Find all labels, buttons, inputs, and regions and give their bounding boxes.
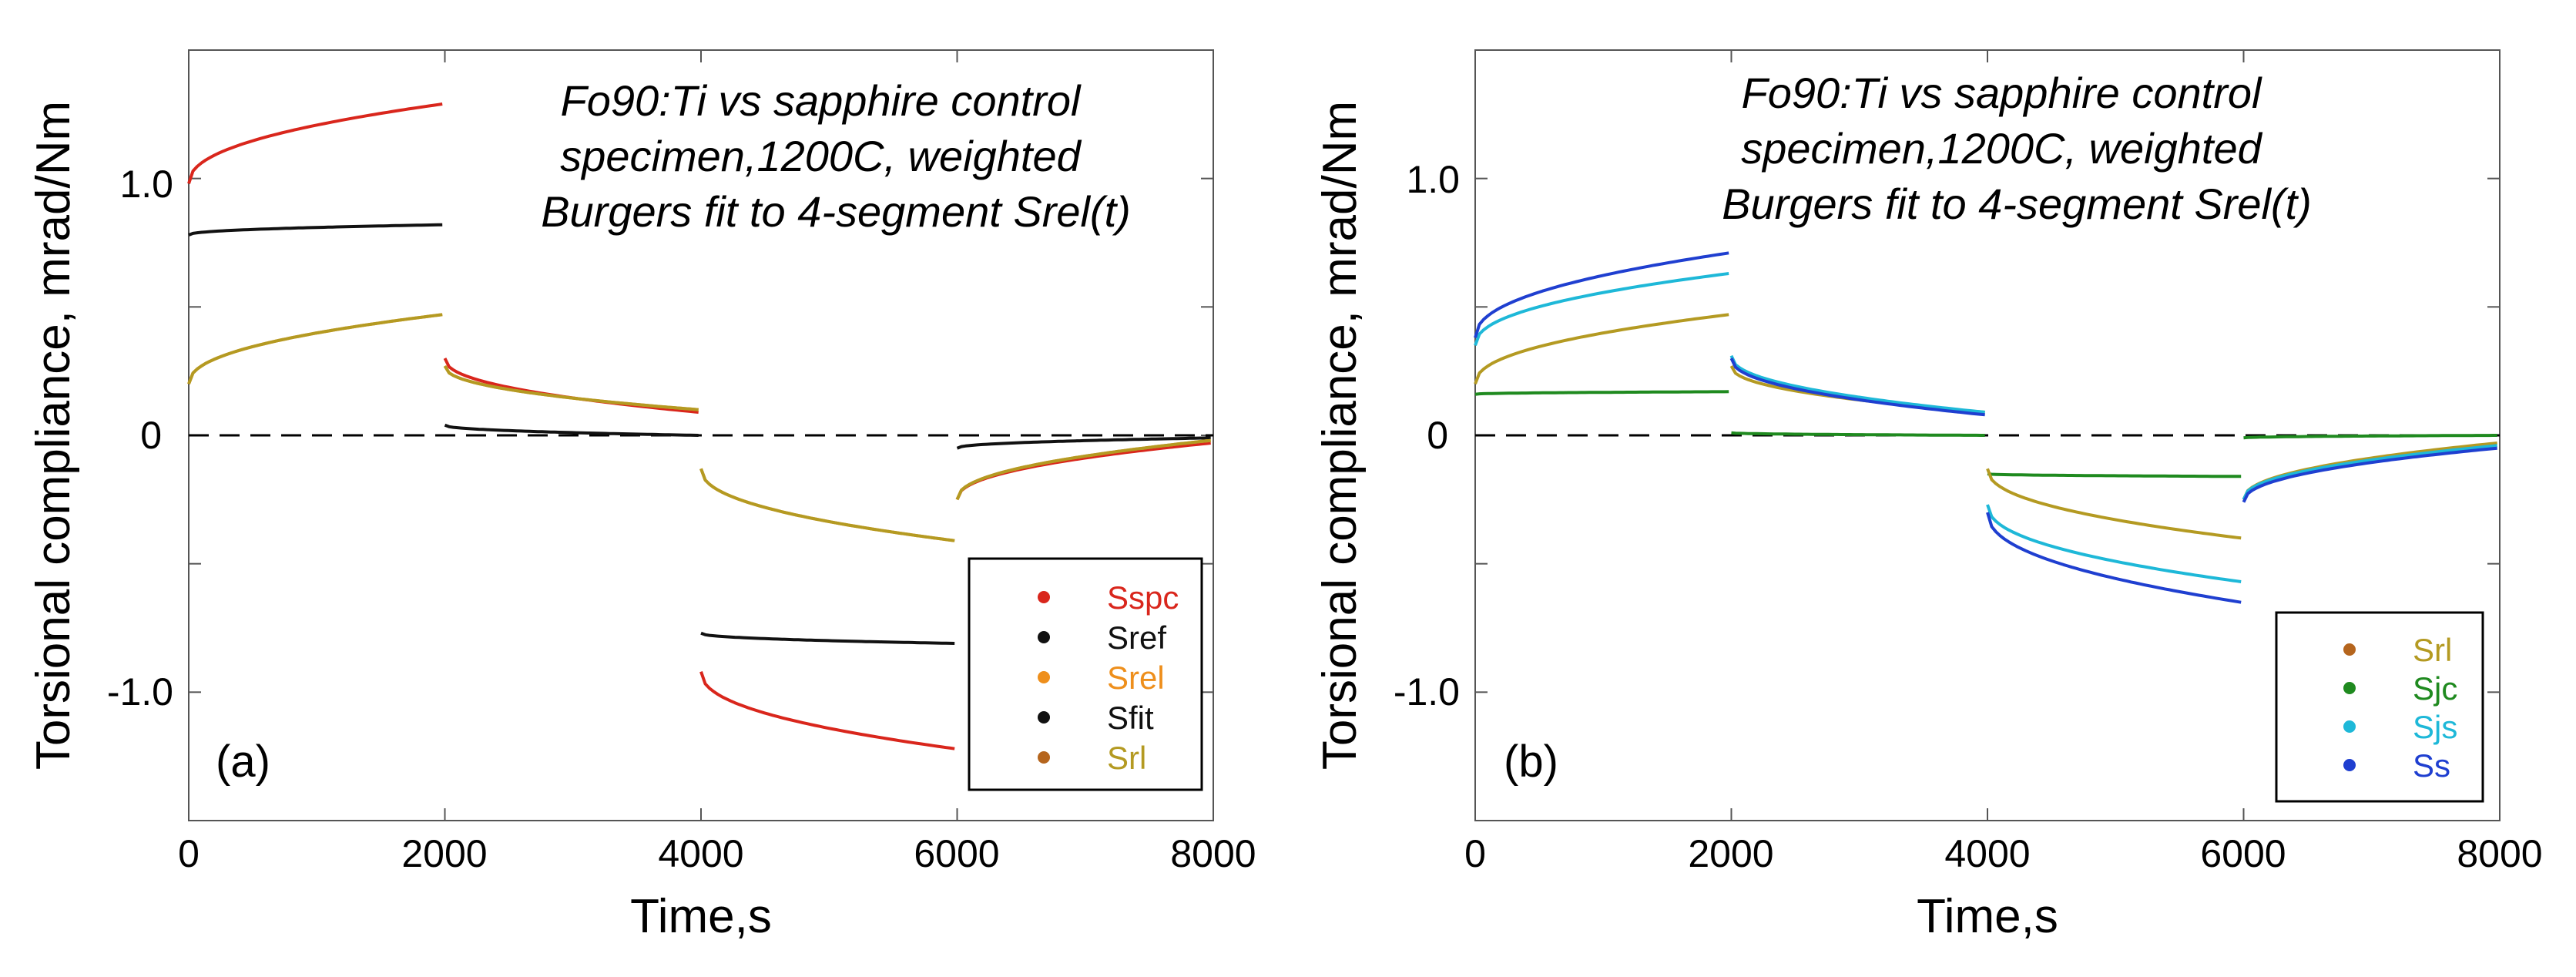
series-a-Sref-segment-4 [956,436,1211,450]
legend-label-Srl-a: Srl [1107,740,1146,776]
series-a-Sref-segment-3 [700,631,955,645]
series-b-Ss-segment-2 [1729,358,1985,417]
series-b-Ss-segment-4 [2242,446,2497,503]
panel-a: 1.0 0 -1.0 0 2000 4000 6000 8000 Time,s … [27,49,1256,943]
legend-marker-Srel [1038,671,1050,683]
title-b-line-3: Burgers fit to 4-segment Srel(t) [1722,180,2312,228]
title-a-line-1: Fo90:Ti vs sapphire control [561,76,1082,125]
legend-box-b [2275,611,2484,803]
ytick-label-b-1: 1.0 [1406,158,1460,201]
ytick-label-a-0: 0 [140,414,162,457]
title-b-line-2: specimen,1200C, weighted [1741,124,2262,173]
series-b-Sjc-segment-1 [1474,390,1729,396]
legend-label-Sfit: Sfit [1107,700,1154,736]
panel-b: 1.0 0 -1.0 0 2000 4000 6000 8000 Time,s … [1313,49,2543,943]
legend-label-Sjs: Sjs [2413,709,2457,745]
xtick-label-b-4000: 4000 [1944,832,2030,875]
legend-marker-Ss [2343,759,2356,771]
panel-label-b: (b) [1504,737,1558,787]
series-b-Ss-segment-1 [1474,251,1729,338]
ytick-label-a-1: 1.0 [119,163,173,206]
series-b-Srl-segment-1 [1474,313,1729,385]
series-b-Sjs-segment-2 [1729,354,1985,414]
series-b-Ss-segment-3 [1986,512,2242,604]
x-axis-label-a: Time,s [630,890,772,943]
series-b-Sjs-segment-3 [1986,504,2242,583]
xtick-label-a-8000: 8000 [1170,832,1256,875]
legend-marker-Sspc [1038,591,1050,603]
legend-marker-Sref [1038,631,1050,643]
series-a-Sref-segment-2 [444,423,699,437]
legend-label-Sspc: Sspc [1107,579,1179,616]
xtick-label-a-4000: 4000 [658,832,743,875]
series-a-Sspc-segment-1 [187,102,443,184]
legend-marker-Srl-b [2343,643,2356,656]
y-axis-label-b: Torsional compliance, mrad/Nm [1313,101,1367,770]
series-b-Sjc-segment-4 [2243,434,2497,440]
title-a-line-2: specimen,1200C, weighted [560,132,1082,180]
series-b-Sjs-segment-4 [2242,444,2497,501]
title-b-line-1: Fo90:Ti vs sapphire control [1742,69,2262,117]
legend-label-Sjc: Sjc [2413,670,2457,707]
series-group-a [187,102,1211,750]
legend-marker-Sjs [2343,720,2356,733]
xtick-label-a-6000: 6000 [914,832,999,875]
x-axis-label-b: Time,s [1917,890,2058,943]
series-a-Srl-segment-4 [955,438,1211,501]
legend-label-Srl-b: Srl [2413,632,2452,668]
series-a-Sspc-segment-3 [699,671,955,750]
series-a-Srl-segment-1 [187,313,443,385]
legend-marker-Sfit [1038,711,1050,724]
panel-label-a: (a) [216,737,270,787]
xtick-label-a-2000: 2000 [401,832,487,875]
legend-marker-Sjc [2343,682,2356,694]
xtick-label-b-0: 0 [1464,832,1486,875]
legend-box-a [968,557,1203,791]
series-a-Srl-segment-3 [699,468,955,542]
legend-label-Ss: Ss [2413,747,2450,784]
legend-label-Sref: Sref [1107,619,1166,656]
series-b-Sjc-segment-2 [1731,431,1985,437]
ytick-label-b-0: 0 [1427,414,1448,457]
xtick-label-b-8000: 8000 [2457,832,2542,875]
series-a-Srl-segment-2 [443,364,699,411]
series-group-b [1474,251,2497,604]
title-a-line-3: Burgers fit to 4-segment Srel(t) [541,187,1131,236]
ytick-label-b-m1: -1.0 [1394,670,1460,713]
xtick-label-b-2000: 2000 [1688,832,1773,875]
series-b-Sjc-segment-3 [1987,472,2242,478]
series-a-Sref-segment-1 [188,223,443,237]
series-b-Srl-segment-3 [1986,468,2242,540]
legend-marker-Srl-a [1038,751,1050,764]
y-axis-label-a: Torsional compliance, mrad/Nm [27,101,80,770]
xtick-label-a-0: 0 [178,832,200,875]
legend-label-Srel: Srel [1107,660,1165,696]
xtick-label-b-6000: 6000 [2200,832,2286,875]
ytick-label-a-m1: -1.0 [107,670,173,713]
series-b-Sjs-segment-1 [1474,272,1729,346]
